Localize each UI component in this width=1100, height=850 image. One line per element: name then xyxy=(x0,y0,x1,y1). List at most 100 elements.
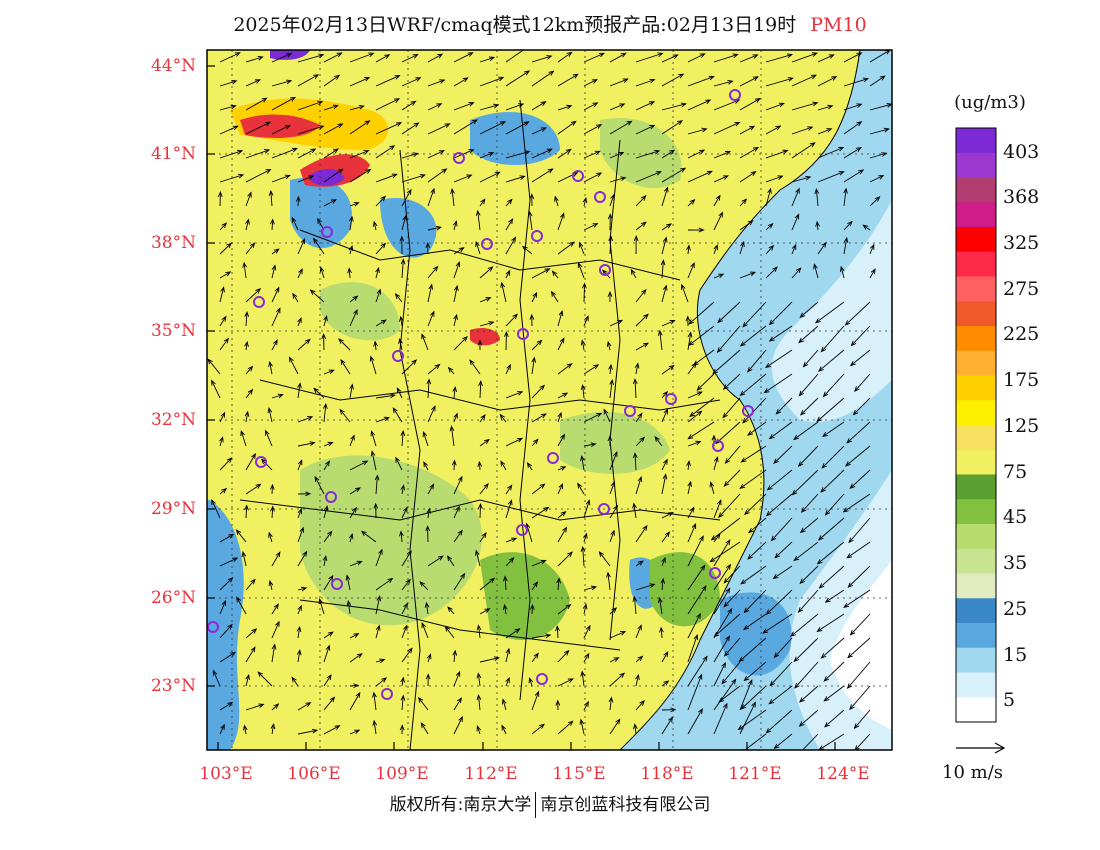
wind-arrow-head xyxy=(662,473,668,480)
wind-arrow-head xyxy=(508,557,515,563)
wind-arrow-head xyxy=(697,673,703,680)
wind-arrow xyxy=(401,485,405,495)
wind-arrow-head xyxy=(483,482,489,489)
wind-arrow xyxy=(338,338,351,351)
wind-arrow-head xyxy=(270,723,276,730)
wind-arrow xyxy=(693,349,715,366)
wind-arrow xyxy=(635,656,643,663)
wind-arrow xyxy=(219,174,244,183)
wind-arrow-head xyxy=(420,722,426,729)
wind-arrow-head xyxy=(207,358,213,365)
wind-arrow-head xyxy=(255,483,262,489)
wind-arrow-head xyxy=(613,450,618,458)
wind-arrow-head xyxy=(584,652,590,659)
wind-arrow xyxy=(557,121,577,135)
wind-arrow xyxy=(840,266,845,279)
wind-arrow xyxy=(869,268,876,279)
wind-arrow-head xyxy=(743,675,750,682)
wind-arrow xyxy=(634,724,637,735)
wind-arrow xyxy=(825,589,845,603)
wind-arrow-head xyxy=(773,743,780,750)
wind-arrow-head xyxy=(585,624,591,631)
wind-arrow xyxy=(661,320,675,327)
lon-label-0: 103°E xyxy=(199,764,253,784)
wind-arrow xyxy=(476,726,481,735)
wind-arrow-head xyxy=(364,120,371,126)
wind-arrow xyxy=(847,661,871,689)
wind-arrow-head xyxy=(567,551,573,558)
wind-arrow xyxy=(635,525,648,543)
wind-arrow xyxy=(557,412,562,423)
wind-vectors xyxy=(207,50,892,756)
wind-arrow-head xyxy=(536,339,543,346)
wind-arrow xyxy=(687,708,703,735)
cb-label-275: 275 xyxy=(1003,278,1040,300)
wind-arrow xyxy=(687,585,707,615)
wind-arrow-head xyxy=(610,529,615,536)
wind-arrow-head xyxy=(712,368,718,375)
wind-arrow-head xyxy=(843,187,848,194)
wind-arrow-head xyxy=(265,168,272,174)
wind-arrow xyxy=(453,671,461,687)
wind-arrow xyxy=(349,435,355,447)
wind-arrow-head xyxy=(317,100,324,106)
wind-arrow-head xyxy=(799,697,805,703)
wind-arrow xyxy=(479,532,487,543)
wind-arrow xyxy=(531,168,553,183)
wind-arrow-head xyxy=(221,599,226,607)
wind-arrow xyxy=(557,105,572,111)
wind-arrow xyxy=(850,349,871,366)
wind-arrow xyxy=(661,391,668,399)
wind-arrow xyxy=(635,221,647,231)
wind-arrow-head xyxy=(797,751,802,756)
wind-arrow xyxy=(375,417,390,423)
wind-arrow-head xyxy=(227,623,233,630)
wind-arrow-head xyxy=(417,696,424,703)
wind-arrow-head xyxy=(220,286,225,293)
wind-arrow-head xyxy=(273,703,280,709)
wind-arrow-head xyxy=(540,559,547,565)
wind-arrow xyxy=(581,340,585,351)
wind-arrow-head xyxy=(389,393,396,399)
wind-arrow-head xyxy=(517,437,524,443)
wind-arrow-head xyxy=(364,77,371,82)
low-north-3 xyxy=(470,111,560,165)
wind-arrow xyxy=(557,311,563,327)
wind-arrow xyxy=(505,500,512,519)
wind-arrow xyxy=(688,421,715,440)
wind-arrow-head xyxy=(613,504,619,511)
wind-arrow-head xyxy=(749,271,757,277)
wind-arrow-head xyxy=(307,416,314,421)
wind-arrow xyxy=(447,606,455,615)
wind-arrow-head xyxy=(550,290,556,297)
wind-arrow-head xyxy=(436,103,443,108)
wind-arrow-head xyxy=(514,628,521,634)
wind-arrow xyxy=(817,242,827,255)
wind-arrow-head xyxy=(637,476,643,483)
wind-arrow xyxy=(740,325,767,347)
wind-arrow-head xyxy=(332,148,339,154)
wind-arrow-head xyxy=(372,691,377,698)
wind-arrow xyxy=(323,575,334,591)
wind-arrow-head xyxy=(613,657,620,662)
wind-arrow-head xyxy=(398,338,403,345)
cb-label-325: 325 xyxy=(1003,232,1040,254)
wind-arrow-head xyxy=(368,52,375,58)
wind-arrow xyxy=(843,589,871,608)
wind-arrow xyxy=(557,392,568,399)
wind-arrow-head xyxy=(815,220,820,227)
green-west xyxy=(320,282,400,341)
wind-arrow-head xyxy=(766,485,773,491)
wind-arrow-head xyxy=(765,728,772,734)
wind-arrow xyxy=(687,507,695,519)
wind-arrow-head xyxy=(690,262,695,269)
wind-arrow xyxy=(349,533,353,543)
wind-arrow xyxy=(824,709,845,728)
wind-arrow-head xyxy=(843,602,850,608)
wind-arrow-head xyxy=(824,509,831,516)
wind-arrow-head xyxy=(346,600,352,607)
wind-arrow xyxy=(724,469,741,487)
wind-arrow xyxy=(245,647,256,663)
lat-label-2: 38°N xyxy=(150,233,196,253)
lat-label-5: 29°N xyxy=(150,499,196,519)
